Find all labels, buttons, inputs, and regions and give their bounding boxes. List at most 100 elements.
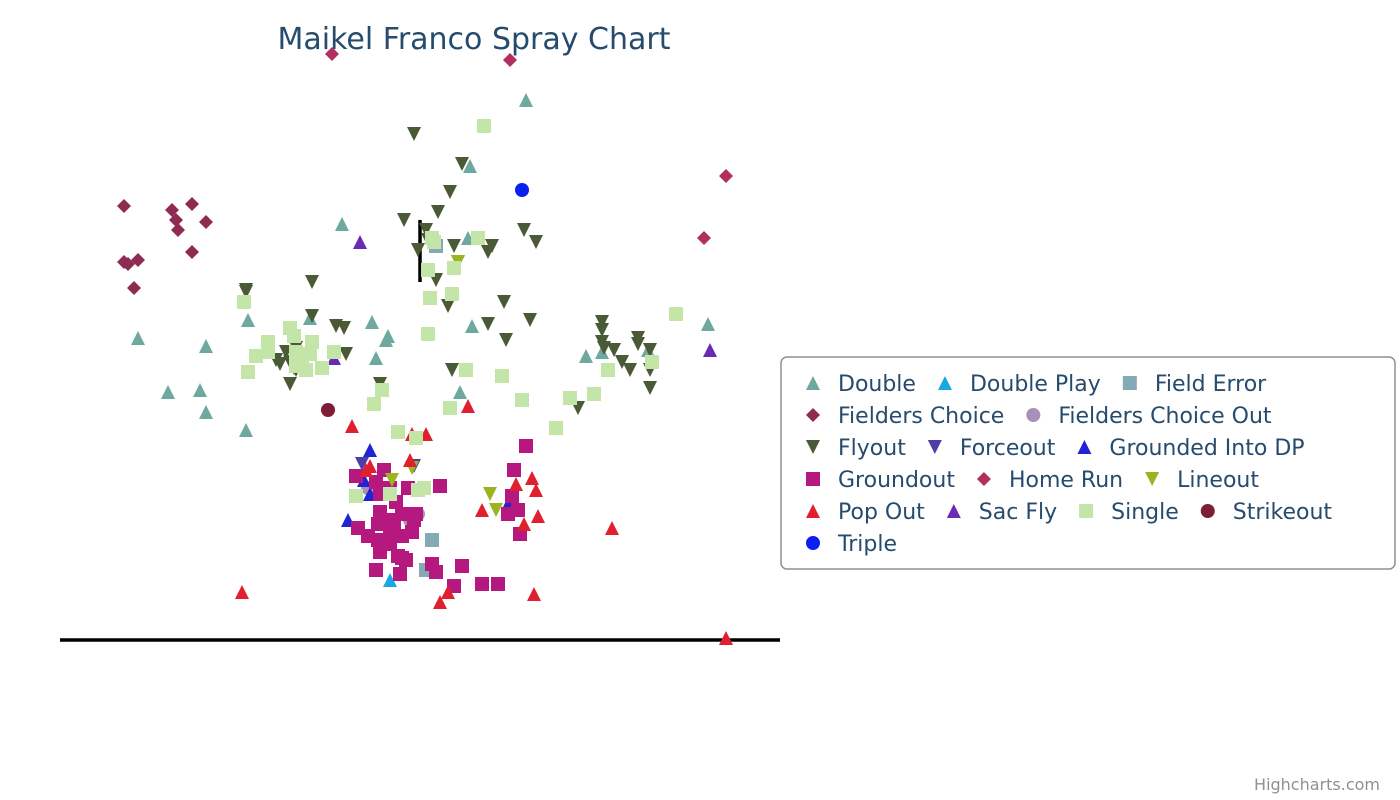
point-flyout[interactable] xyxy=(595,315,609,329)
point-flyout[interactable] xyxy=(623,363,637,377)
point-double[interactable] xyxy=(595,345,609,359)
point-single[interactable] xyxy=(495,369,509,383)
point-single[interactable] xyxy=(289,359,303,373)
point-groundout[interactable] xyxy=(369,563,383,577)
legend-item-forceout[interactable]: Forceout xyxy=(927,436,1056,461)
point-flyout[interactable] xyxy=(595,335,609,349)
point-home-run[interactable] xyxy=(503,53,517,67)
legend-item-lineout[interactable]: Lineout xyxy=(1145,468,1259,493)
point-flyout[interactable] xyxy=(631,331,645,345)
point-double-play[interactable] xyxy=(383,573,397,587)
point-single[interactable] xyxy=(563,391,577,405)
point-flyout[interactable] xyxy=(607,343,621,357)
point-single[interactable] xyxy=(443,401,457,415)
point-single[interactable] xyxy=(447,261,461,275)
point-single[interactable] xyxy=(549,421,563,435)
point-flyout[interactable] xyxy=(441,299,455,313)
point-groundout[interactable] xyxy=(399,553,413,567)
point-grounded-into-dp[interactable] xyxy=(357,473,371,487)
point-lineout[interactable] xyxy=(489,503,503,517)
point-flyout[interactable] xyxy=(431,205,445,219)
legend-item-pop-out[interactable]: Pop Out xyxy=(806,500,925,525)
point-flyout[interactable] xyxy=(305,275,319,289)
point-single[interactable] xyxy=(409,431,423,445)
point-flyout[interactable] xyxy=(239,285,253,299)
point-flyout[interactable] xyxy=(445,363,459,377)
point-pop-out[interactable] xyxy=(475,503,489,517)
point-flyout[interactable] xyxy=(337,321,351,335)
point-flyout[interactable] xyxy=(447,239,461,253)
legend-item-double-play[interactable]: Double Play xyxy=(937,372,1101,397)
point-fielders-choice[interactable] xyxy=(131,253,145,267)
credits-link[interactable]: Highcharts.com xyxy=(1254,775,1380,794)
point-double[interactable] xyxy=(465,319,479,333)
point-single[interactable] xyxy=(237,295,251,309)
point-groundout[interactable] xyxy=(455,559,469,573)
point-fielders-choice[interactable] xyxy=(171,223,185,237)
point-groundout[interactable] xyxy=(349,469,363,483)
point-forceout[interactable] xyxy=(355,457,369,471)
point-field-error[interactable] xyxy=(425,533,439,547)
point-single[interactable] xyxy=(287,329,301,343)
point-single[interactable] xyxy=(327,345,341,359)
legend-item-single[interactable]: Single xyxy=(1079,500,1179,525)
point-single[interactable] xyxy=(417,481,431,495)
point-groundout[interactable] xyxy=(387,517,401,531)
point-home-run[interactable] xyxy=(697,231,711,245)
point-single[interactable] xyxy=(515,393,529,407)
point-single[interactable] xyxy=(249,349,263,363)
point-double[interactable] xyxy=(369,351,383,365)
point-single[interactable] xyxy=(423,291,437,305)
point-pop-out[interactable] xyxy=(605,521,619,535)
point-groundout[interactable] xyxy=(373,505,387,519)
point-groundout[interactable] xyxy=(393,567,407,581)
point-groundout[interactable] xyxy=(475,577,489,591)
point-sac-fly[interactable] xyxy=(353,235,367,249)
point-single[interactable] xyxy=(421,263,435,277)
point-double[interactable] xyxy=(131,331,145,345)
point-pop-out[interactable] xyxy=(517,517,531,531)
point-pop-out[interactable] xyxy=(235,585,249,599)
legend-item-double[interactable]: Double xyxy=(806,372,916,397)
point-pop-out[interactable] xyxy=(441,585,455,599)
point-lineout[interactable] xyxy=(385,473,399,487)
point-single[interactable] xyxy=(383,487,397,501)
point-single[interactable] xyxy=(261,345,275,359)
point-strikeout[interactable] xyxy=(321,403,335,417)
point-grounded-into-dp[interactable] xyxy=(363,443,377,457)
point-groundout[interactable] xyxy=(491,577,505,591)
point-flyout[interactable] xyxy=(339,347,353,361)
point-groundout[interactable] xyxy=(447,579,461,593)
point-double[interactable] xyxy=(379,333,393,347)
point-single[interactable] xyxy=(375,383,389,397)
point-double[interactable] xyxy=(519,93,533,107)
point-double[interactable] xyxy=(241,313,255,327)
point-single[interactable] xyxy=(241,365,255,379)
point-groundout[interactable] xyxy=(373,545,387,559)
point-fielders-choice[interactable] xyxy=(185,245,199,259)
point-flyout[interactable] xyxy=(481,317,495,331)
point-flyout[interactable] xyxy=(411,243,425,257)
point-groundout[interactable] xyxy=(433,479,447,493)
point-groundout[interactable] xyxy=(405,525,419,539)
point-groundout[interactable] xyxy=(371,533,385,547)
point-flyout[interactable] xyxy=(443,185,457,199)
legend-item-sac-fly[interactable]: Sac Fly xyxy=(946,500,1057,525)
point-lineout[interactable] xyxy=(483,487,497,501)
point-double[interactable] xyxy=(193,383,207,397)
point-sac-fly[interactable] xyxy=(703,343,717,357)
point-single[interactable] xyxy=(315,361,329,375)
point-flyout[interactable] xyxy=(419,223,433,237)
point-home-run[interactable] xyxy=(325,47,339,61)
point-single[interactable] xyxy=(645,355,659,369)
point-groundout[interactable] xyxy=(429,565,443,579)
point-double[interactable] xyxy=(335,217,349,231)
point-groundout[interactable] xyxy=(505,489,519,503)
point-single[interactable] xyxy=(459,363,473,377)
point-groundout[interactable] xyxy=(519,439,533,453)
point-pop-out[interactable] xyxy=(363,459,377,473)
point-single[interactable] xyxy=(445,287,459,301)
point-groundout[interactable] xyxy=(507,463,521,477)
point-single[interactable] xyxy=(477,119,491,133)
point-pop-out[interactable] xyxy=(719,631,733,645)
